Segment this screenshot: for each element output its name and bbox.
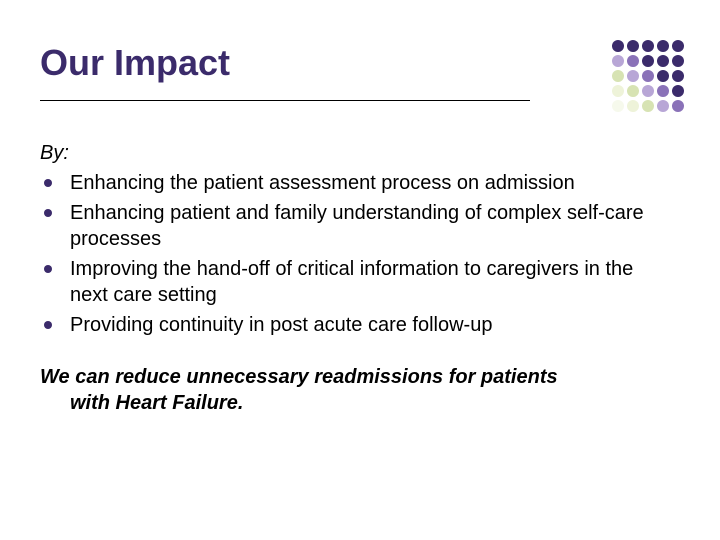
grid-dot — [627, 70, 639, 82]
bullet-list: Enhancing the patient assessment process… — [40, 170, 670, 338]
grid-dot — [657, 55, 669, 67]
grid-dot — [627, 100, 639, 112]
conclusion-line-1: We can reduce unnecessary readmissions f… — [40, 366, 558, 388]
body-content: By: Enhancing the patient assessment pro… — [40, 140, 670, 416]
title-underline — [40, 100, 530, 101]
grid-dot — [642, 55, 654, 67]
conclusion-text: We can reduce unnecessary readmissions f… — [40, 364, 670, 416]
list-item: Enhancing patient and family understandi… — [40, 200, 670, 252]
grid-dot — [642, 40, 654, 52]
slide: Our Impact By: Enhancing the patient ass… — [0, 0, 720, 540]
grid-dot — [657, 40, 669, 52]
grid-dot — [612, 100, 624, 112]
grid-dot — [627, 85, 639, 97]
grid-dot — [612, 40, 624, 52]
grid-dot — [642, 100, 654, 112]
grid-dot — [612, 70, 624, 82]
grid-dot — [672, 100, 684, 112]
grid-dot — [672, 55, 684, 67]
slide-title: Our Impact — [40, 42, 680, 96]
list-item: Providing continuity in post acute care … — [40, 312, 670, 338]
grid-dot — [672, 85, 684, 97]
decorative-dot-grid — [612, 40, 684, 112]
grid-dot — [612, 55, 624, 67]
title-area: Our Impact — [40, 42, 680, 96]
list-item: Enhancing the patient assessment process… — [40, 170, 670, 196]
grid-dot — [672, 70, 684, 82]
grid-dot — [657, 70, 669, 82]
grid-dot — [642, 85, 654, 97]
grid-dot — [627, 40, 639, 52]
grid-dot — [642, 70, 654, 82]
grid-dot — [612, 85, 624, 97]
intro-label: By: — [40, 140, 670, 166]
grid-dot — [672, 40, 684, 52]
grid-dot — [627, 55, 639, 67]
list-item: Improving the hand-off of critical infor… — [40, 256, 670, 308]
grid-dot — [657, 85, 669, 97]
conclusion-line-2: with Heart Failure. — [40, 390, 670, 416]
grid-dot — [657, 100, 669, 112]
